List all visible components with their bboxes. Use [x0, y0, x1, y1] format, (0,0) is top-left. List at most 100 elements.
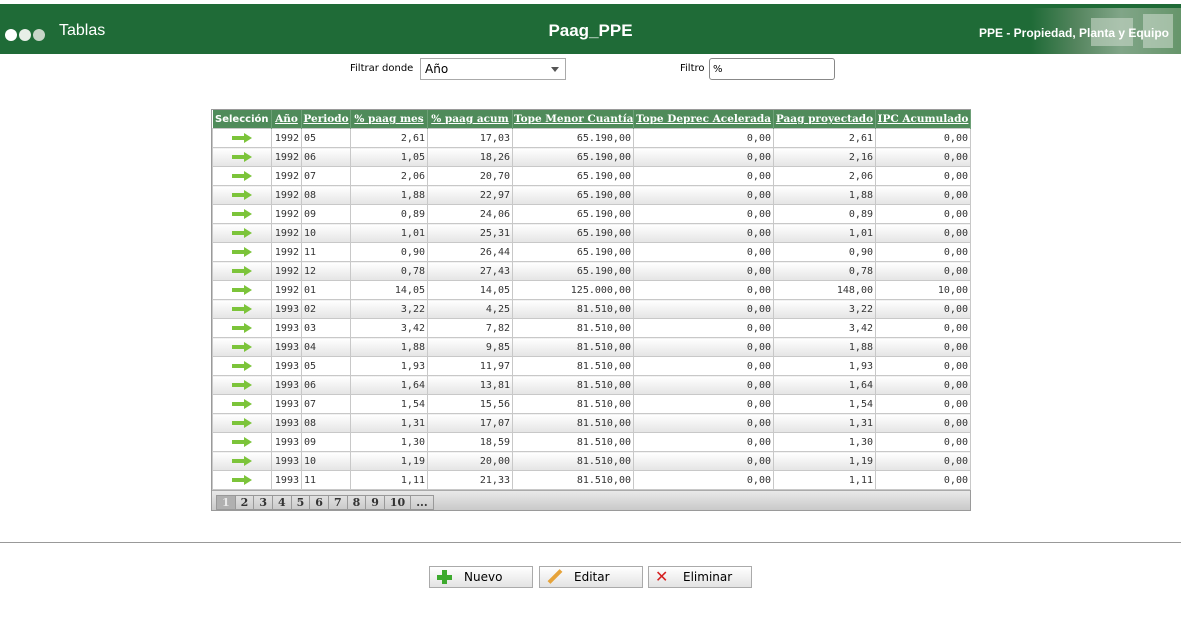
col-paag-proyectado-cell: 3,42 — [773, 318, 876, 338]
data-grid: Selección Año Periodo% paag mes% paag acum… — [211, 109, 971, 511]
select-cell[interactable] — [212, 128, 272, 148]
arrow-right-icon[interactable] — [232, 360, 252, 371]
arrow-right-icon[interactable] — [232, 208, 252, 219]
arrow-right-icon[interactable] — [232, 227, 252, 238]
col-anio-cell: 1992 — [271, 128, 302, 148]
select-cell[interactable] — [212, 166, 272, 186]
col-periodo-header[interactable]: Periodo — [301, 110, 351, 129]
arrow-right-icon[interactable] — [232, 398, 252, 409]
delete-button[interactable]: ✕ Eliminar — [648, 566, 752, 588]
table-row: 1992 09 0,89 24,06 65.190,00 0,00 0,89 0,00 — [212, 204, 971, 224]
select-cell[interactable] — [212, 470, 272, 490]
col-paag-mes-header[interactable]: % paag mes — [350, 110, 428, 129]
select-cell[interactable] — [212, 337, 272, 357]
select-cell[interactable] — [212, 432, 272, 452]
pager-page-link[interactable]: 9 — [366, 495, 385, 510]
col-paag-proyectado-header[interactable]: Paag proyectado — [773, 110, 876, 129]
pager-page-link[interactable]: 6 — [310, 495, 329, 510]
pager-page-link[interactable]: 5 — [291, 495, 311, 510]
select-cell[interactable] — [212, 451, 272, 471]
table-row: 1993 03 3,42 7,82 81.510,00 0,00 3,42 0,00 — [212, 318, 971, 338]
select-cell[interactable] — [212, 185, 272, 205]
select-cell[interactable] — [212, 413, 272, 433]
col-anio-cell: 1993 — [271, 432, 302, 452]
arrow-right-icon[interactable] — [232, 284, 252, 295]
col-ipc-acumulado-header[interactable]: IPC Acumulado — [875, 110, 971, 129]
col-ipc-acumulado-cell: 0,00 — [875, 261, 971, 281]
pager-page-link[interactable]: 10 — [384, 495, 412, 510]
filter-field-select[interactable]: Año — [420, 58, 566, 80]
col-periodo-cell: 12 — [301, 261, 351, 281]
col-tope-menor-cell: 81.510,00 — [512, 318, 634, 338]
pager-page-link[interactable]: ... — [411, 495, 434, 510]
col-anio-cell: 1993 — [271, 451, 302, 471]
col-periodo-cell: 04 — [301, 337, 351, 357]
filtro-input[interactable] — [709, 58, 835, 80]
arrow-right-icon[interactable] — [232, 303, 252, 314]
select-cell[interactable] — [212, 204, 272, 224]
table-row: 1993 02 3,22 4,25 81.510,00 0,00 3,22 0,00 — [212, 299, 971, 319]
col-ipc-acumulado-cell: 10,00 — [875, 280, 971, 300]
pager-page-link[interactable]: 7 — [328, 495, 348, 510]
select-cell[interactable] — [212, 356, 272, 376]
col-anio-header[interactable]: Año — [271, 110, 302, 129]
arrow-right-icon[interactable] — [232, 170, 252, 181]
arrow-right-icon[interactable] — [232, 265, 252, 276]
col-paag-acum-cell: 27,43 — [427, 261, 513, 281]
col-paag-proyectado-cell: 1,54 — [773, 394, 876, 414]
col-periodo-cell: 11 — [301, 242, 351, 262]
col-ipc-acumulado-cell: 0,00 — [875, 166, 971, 186]
select-cell[interactable] — [212, 318, 272, 338]
col-tope-menor-cell: 81.510,00 — [512, 337, 634, 357]
col-periodo-cell: 10 — [301, 223, 351, 243]
filtro-label: Filtro — [680, 63, 705, 74]
arrow-right-icon[interactable] — [232, 132, 252, 143]
select-cell[interactable] — [212, 394, 272, 414]
select-cell[interactable] — [212, 375, 272, 395]
col-paag-proyectado-cell: 3,22 — [773, 299, 876, 319]
col-tope-menor-header[interactable]: Tope Menor Cuantía — [512, 110, 634, 129]
col-tope-deprec-cell: 0,00 — [633, 318, 774, 338]
arrow-right-icon[interactable] — [232, 189, 252, 200]
select-cell[interactable] — [212, 147, 272, 167]
page-title: Paag_PPE — [548, 21, 633, 40]
col-paag-acum-cell: 9,85 — [427, 337, 513, 357]
arrow-right-icon[interactable] — [232, 341, 252, 352]
table-row: 1992 07 2,06 20,70 65.190,00 0,00 2,06 0,00 — [212, 166, 971, 186]
col-tope-deprec-cell: 0,00 — [633, 356, 774, 376]
col-paag-proyectado-cell: 1,30 — [773, 432, 876, 452]
new-button[interactable]: Nuevo — [429, 566, 533, 588]
pager-page-link[interactable]: 1 — [216, 495, 236, 510]
col-tope-menor-cell: 65.190,00 — [512, 166, 634, 186]
arrow-right-icon[interactable] — [232, 436, 252, 447]
col-tope-deprec-header[interactable]: Tope Deprec Acelerada — [633, 110, 774, 129]
arrow-right-icon[interactable] — [232, 474, 252, 485]
pager-page-link[interactable]: 3 — [254, 495, 273, 510]
select-cell[interactable] — [212, 299, 272, 319]
edit-button[interactable]: Editar — [539, 566, 643, 588]
col-ipc-acumulado-cell: 0,00 — [875, 128, 971, 148]
pager-page-link[interactable]: 8 — [347, 495, 367, 510]
pager-page-link[interactable]: 2 — [235, 495, 255, 510]
pager-page-link[interactable]: 4 — [272, 495, 292, 510]
col-paag-proyectado-cell: 1,01 — [773, 223, 876, 243]
col-tope-deprec-cell: 0,00 — [633, 204, 774, 224]
select-cell[interactable] — [212, 261, 272, 281]
arrow-right-icon[interactable] — [232, 246, 252, 257]
col-paag-acum-cell: 24,06 — [427, 204, 513, 224]
select-cell[interactable] — [212, 242, 272, 262]
arrow-right-icon[interactable] — [232, 379, 252, 390]
col-tope-deprec-cell: 0,00 — [633, 166, 774, 186]
arrow-right-icon[interactable] — [232, 151, 252, 162]
select-cell[interactable] — [212, 223, 272, 243]
arrow-right-icon[interactable] — [232, 455, 252, 466]
select-cell[interactable] — [212, 280, 272, 300]
col-paag-mes-cell: 1,05 — [350, 147, 428, 167]
col-paag-acum-header[interactable]: % paag acum — [427, 110, 513, 129]
col-anio-cell: 1992 — [271, 261, 302, 281]
table-row: 1993 05 1,93 11,97 81.510,00 0,00 1,93 0,00 — [212, 356, 971, 376]
arrow-right-icon[interactable] — [232, 322, 252, 333]
col-anio-cell: 1993 — [271, 337, 302, 357]
module-title: PPE - Propiedad, Planta y Equipo — [978, 26, 1169, 40]
arrow-right-icon[interactable] — [232, 417, 252, 428]
